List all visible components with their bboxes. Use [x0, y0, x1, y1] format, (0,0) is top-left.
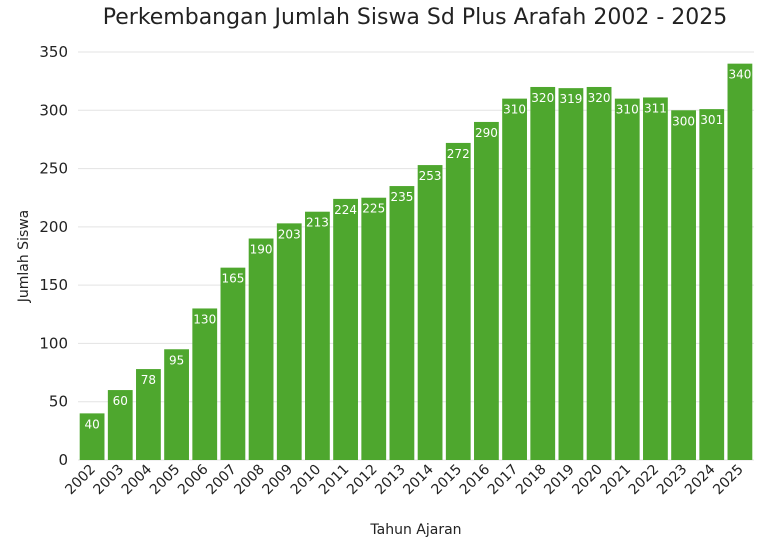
y-axis-title: Jumlah Siswa	[16, 210, 32, 304]
bar-2022	[643, 97, 668, 460]
data-label-2025: 340	[728, 68, 751, 82]
bar-2003	[107, 390, 133, 460]
bar-2018	[530, 86, 556, 460]
x-tick-label: 2008	[231, 462, 268, 499]
data-label-2014: 253	[419, 169, 442, 183]
x-tick-label: 2015	[429, 462, 466, 499]
bar-2015	[445, 142, 471, 460]
bar-2011	[333, 198, 358, 460]
data-label-2023: 300	[672, 114, 695, 128]
data-label-2010: 213	[306, 216, 329, 230]
x-tick-label: 2013	[372, 462, 409, 499]
data-label-2011: 224	[334, 203, 357, 217]
data-label-2007: 165	[221, 272, 244, 286]
y-tick-label: 350	[39, 43, 68, 61]
x-tick-label: 2004	[119, 461, 156, 498]
x-tick-label: 2017	[485, 462, 522, 499]
bar-2005	[164, 349, 189, 460]
x-tick-label: 2021	[598, 462, 635, 499]
data-label-2021: 310	[616, 103, 639, 117]
gridlines	[78, 51, 754, 461]
y-tick-label: 250	[39, 160, 68, 178]
bar-2021	[614, 98, 640, 460]
data-label-2016: 290	[475, 126, 498, 140]
bar-2019	[558, 88, 584, 460]
data-labels: 40 60 78 95 130 165 190 203 213 224 225 235 253 272 29…	[84, 68, 751, 432]
bar-2020	[586, 86, 612, 460]
bar-2013	[389, 186, 415, 461]
x-axis-ticks: 2002200320042005200620072008200920102011…	[62, 461, 746, 498]
data-label-2008: 190	[250, 243, 273, 257]
bar-2023	[671, 110, 696, 461]
data-label-2022: 311	[644, 101, 667, 115]
bar-2025	[727, 63, 753, 461]
data-label-2012: 225	[362, 202, 385, 216]
bar-2008	[248, 238, 274, 460]
x-axis-title: Tahun Ajaran	[369, 522, 461, 538]
x-tick-label: 2025	[710, 462, 747, 499]
bar-2014	[417, 165, 443, 460]
y-tick-label: 200	[39, 218, 68, 236]
data-label-2024: 301	[700, 113, 723, 127]
data-label-2004: 78	[141, 373, 156, 387]
bar-2006	[192, 308, 218, 460]
x-tick-label: 2006	[175, 461, 212, 498]
x-tick-label: 2022	[626, 462, 663, 499]
x-tick-label: 2024	[682, 461, 719, 498]
data-label-2015: 272	[447, 147, 470, 161]
x-tick-label: 2018	[513, 462, 550, 499]
bar-2009	[276, 223, 302, 460]
data-label-2002: 40	[84, 417, 99, 431]
data-label-2005: 95	[169, 353, 184, 367]
bar-2012	[361, 197, 387, 460]
bar-2004	[136, 369, 161, 460]
x-tick-label: 2011	[316, 462, 353, 499]
x-tick-label: 2020	[569, 462, 606, 499]
data-label-2003: 60	[113, 394, 128, 408]
bar-2017	[502, 98, 527, 460]
y-axis-ticks: 0 50 100 150 200 250 300 350	[39, 43, 68, 469]
data-label-2009: 203	[278, 227, 301, 241]
data-label-2013: 235	[390, 190, 413, 204]
x-tick-label: 2003	[91, 462, 128, 499]
bar-2010	[305, 211, 330, 460]
y-tick-label: 50	[49, 393, 68, 411]
x-tick-label: 2009	[260, 462, 297, 499]
x-tick-label: 2019	[541, 462, 578, 499]
x-tick-label: 2010	[288, 462, 325, 499]
data-label-2020: 320	[588, 91, 611, 105]
bar-2024	[699, 109, 725, 461]
bar-2007	[220, 267, 246, 460]
data-label-2017: 310	[503, 103, 526, 117]
x-tick-label: 2023	[654, 462, 691, 499]
data-label-2006: 130	[193, 312, 216, 326]
x-tick-label: 2012	[344, 462, 381, 499]
x-tick-label: 2016	[457, 461, 494, 498]
bar-2002	[79, 413, 105, 460]
chart-title: Perkembangan Jumlah Siswa Sd Plus Arafah…	[103, 5, 728, 30]
y-tick-label: 150	[39, 276, 68, 294]
bars	[79, 63, 753, 461]
x-tick-label: 2014	[400, 461, 437, 498]
bar-2016	[474, 121, 499, 460]
data-label-2018: 320	[531, 91, 554, 105]
x-tick-label: 2007	[203, 462, 240, 499]
y-tick-label: 0	[58, 451, 68, 469]
y-tick-label: 300	[39, 101, 68, 119]
data-label-2019: 319	[559, 92, 582, 106]
x-tick-label: 2005	[147, 462, 184, 499]
y-tick-label: 100	[39, 334, 68, 352]
